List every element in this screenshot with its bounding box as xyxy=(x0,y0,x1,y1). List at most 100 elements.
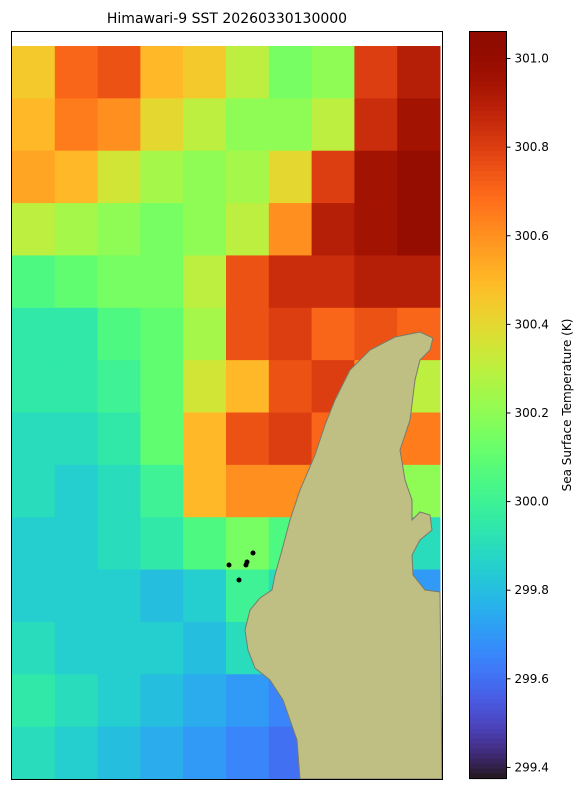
sst-cell xyxy=(226,255,270,309)
colorbar-label: Sea Surface Temperature (K) xyxy=(560,319,574,492)
sst-cell xyxy=(97,98,141,152)
colorbar-swatch xyxy=(469,91,507,97)
colorbar-swatch xyxy=(469,165,507,172)
colorbar-swatch xyxy=(469,514,507,521)
colorbar-swatch xyxy=(469,235,507,242)
colorbar-swatch xyxy=(469,170,507,177)
sst-cell xyxy=(354,46,398,99)
colorbar-swatch xyxy=(469,768,507,775)
sst-cell xyxy=(183,569,227,623)
colorbar-tick-label: 300.8 xyxy=(515,140,549,154)
colorbar-swatch xyxy=(469,86,507,92)
colorbar-swatch xyxy=(469,559,507,565)
colorbar-swatch xyxy=(469,439,507,446)
sst-cell xyxy=(311,46,355,99)
colorbar-swatch xyxy=(469,295,507,302)
sst-cell xyxy=(183,464,227,518)
sst-cell xyxy=(12,464,56,518)
sst-cell xyxy=(97,464,141,518)
colorbar-swatch xyxy=(469,71,507,77)
sst-cell xyxy=(54,621,99,675)
colorbar-swatch xyxy=(469,390,507,396)
colorbar-frame xyxy=(469,31,507,779)
colorbar-swatch xyxy=(469,210,507,217)
sst-cell xyxy=(97,150,141,204)
colorbar-tick-label: 299.6 xyxy=(515,672,549,686)
sst-cell xyxy=(183,360,227,413)
colorbar-swatch xyxy=(469,748,507,755)
colorbar-swatch xyxy=(469,753,507,760)
colorbar-swatch xyxy=(469,604,507,610)
colorbar-swatch xyxy=(469,499,507,506)
sst-cell xyxy=(226,464,270,518)
colorbar-tick-label: 301.0 xyxy=(515,52,549,66)
sst-cell xyxy=(268,150,313,204)
colorbar-swatch xyxy=(469,290,507,297)
sst-cell xyxy=(140,569,184,623)
marker xyxy=(226,562,232,568)
colorbar-swatch xyxy=(469,718,507,725)
colorbar-swatch xyxy=(469,649,507,655)
colorbar-swatch xyxy=(469,195,507,202)
sst-cell xyxy=(12,255,56,309)
colorbar-swatch xyxy=(469,723,507,730)
sst-cell xyxy=(97,307,141,361)
sst-cell xyxy=(140,621,184,675)
sst-cell xyxy=(140,255,184,309)
sst-cell xyxy=(97,46,141,99)
sst-cell xyxy=(268,203,313,256)
colorbar-swatch xyxy=(469,549,507,555)
sst-cell xyxy=(311,307,355,361)
colorbar-swatch xyxy=(469,479,507,486)
sst-cell xyxy=(12,203,56,256)
sst-cell xyxy=(54,569,99,623)
sst-cell xyxy=(268,360,313,413)
sst-cell xyxy=(12,726,56,780)
colorbar-swatch xyxy=(469,668,507,675)
colorbar-swatch xyxy=(469,146,507,152)
sst-cell xyxy=(12,360,56,413)
colorbar-swatch xyxy=(469,380,507,386)
colorbar-swatch xyxy=(469,589,507,595)
colorbar-swatch xyxy=(469,738,507,745)
sst-cell xyxy=(97,412,141,466)
sst-cell xyxy=(54,98,99,152)
colorbar-swatch xyxy=(469,360,507,366)
colorbar-swatch xyxy=(469,156,507,162)
sst-cell xyxy=(311,98,355,152)
colorbar-swatch xyxy=(469,220,507,227)
colorbar-swatch xyxy=(469,693,507,700)
colorbar-swatch xyxy=(469,529,507,536)
sst-cell xyxy=(12,621,56,675)
colorbar-swatch xyxy=(469,375,507,381)
colorbar-swatch xyxy=(469,245,507,252)
sst-cell xyxy=(12,98,56,152)
colorbar-swatch xyxy=(469,469,507,476)
sst-cell xyxy=(12,412,56,466)
colorbar-swatch xyxy=(469,300,507,306)
sst-cell xyxy=(226,46,270,99)
colorbar-swatch xyxy=(469,524,507,531)
sst-cell xyxy=(54,412,99,466)
colorbar-swatch xyxy=(469,180,507,187)
colorbar-swatch xyxy=(469,673,507,680)
colorbar-swatch xyxy=(469,504,507,511)
colorbar-swatch xyxy=(469,56,507,62)
colorbar-swatch xyxy=(469,569,507,575)
sst-cell xyxy=(54,46,99,99)
colorbar-swatch xyxy=(469,464,507,471)
colorbar-swatch xyxy=(469,36,507,43)
colorbar-swatch xyxy=(469,444,507,451)
colorbar-swatch xyxy=(469,629,507,635)
sst-cell xyxy=(140,674,184,728)
colorbar-swatch xyxy=(469,265,507,272)
sst-cell xyxy=(54,150,99,204)
colorbar-tick-label: 300.0 xyxy=(515,495,549,509)
sst-cell xyxy=(311,255,355,309)
colorbar-swatch xyxy=(469,370,507,376)
sst-cell xyxy=(226,674,270,728)
colorbar-swatch xyxy=(469,758,507,765)
colorbar-swatch xyxy=(469,81,507,87)
sst-cell xyxy=(183,98,227,152)
sst-cell xyxy=(226,412,270,466)
